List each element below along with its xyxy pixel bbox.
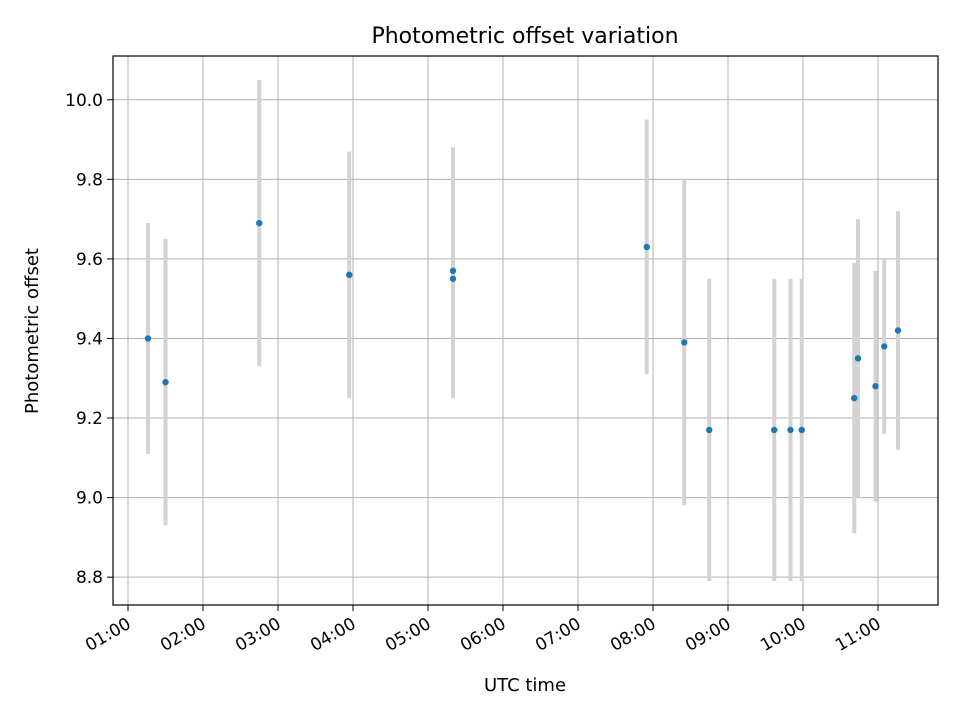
plot-area [112, 55, 939, 606]
data-points [144, 219, 902, 434]
y-axis-label: Photometric offset [22, 248, 43, 414]
chart-title: Photometric offset variation [371, 24, 678, 49]
data-point [851, 394, 858, 402]
data-point [449, 267, 457, 275]
data-point [798, 426, 805, 434]
data-point [787, 426, 794, 434]
y-tick-label: 9.2 [76, 409, 103, 429]
data-point [854, 355, 862, 362]
plot-background [113, 56, 938, 605]
data-point [706, 426, 713, 434]
data-point [643, 243, 650, 251]
y-axis: 8.8 9.0 9.2 9.4 9.6 9.8 10.0 [65, 91, 113, 588]
y-tick-label: 8.8 [76, 568, 103, 588]
y-tick-label: 9.8 [76, 170, 103, 190]
data-point [256, 219, 263, 227]
data-point [162, 379, 169, 386]
data-point [449, 275, 457, 282]
data-point [881, 343, 888, 350]
y-tick-label: 9.4 [76, 329, 103, 349]
data-point [771, 426, 778, 434]
data-point [681, 339, 688, 346]
x-axis-label: UTC time [484, 675, 566, 696]
data-point [872, 382, 879, 390]
y-tick-label: 9.0 [76, 489, 103, 509]
y-tick-label: 10.0 [65, 91, 103, 111]
data-point [894, 327, 902, 334]
plot-frame [112, 55, 939, 606]
data-point [144, 335, 152, 342]
data-point [346, 271, 353, 279]
y-tick-label: 9.6 [76, 250, 103, 270]
